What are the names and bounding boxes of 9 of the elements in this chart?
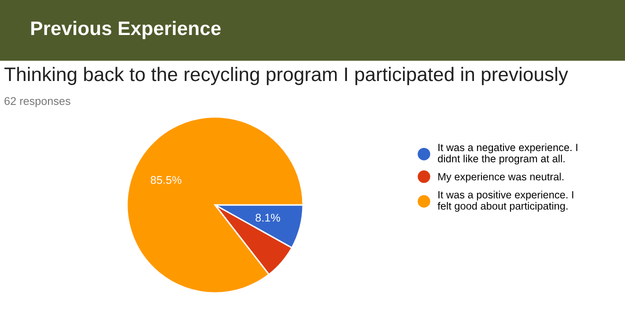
legend-label: My experience was neutral.	[438, 172, 564, 182]
chart-subtitle: Thinking back to the recycling program I participated in previously	[4, 66, 568, 86]
legend-label: It was a negative experience. I didnt like the program at all.	[438, 143, 578, 164]
data-label: 85.5%	[150, 176, 182, 184]
chart-title: Previous Experience	[31, 20, 221, 40]
text: 62 responses	[4, 97, 70, 108]
legend-label: It was a positive experience. I felt good about participating.	[438, 190, 574, 212]
pie-slice	[126, 116, 304, 294]
data-label: 8.1%	[256, 214, 280, 222]
